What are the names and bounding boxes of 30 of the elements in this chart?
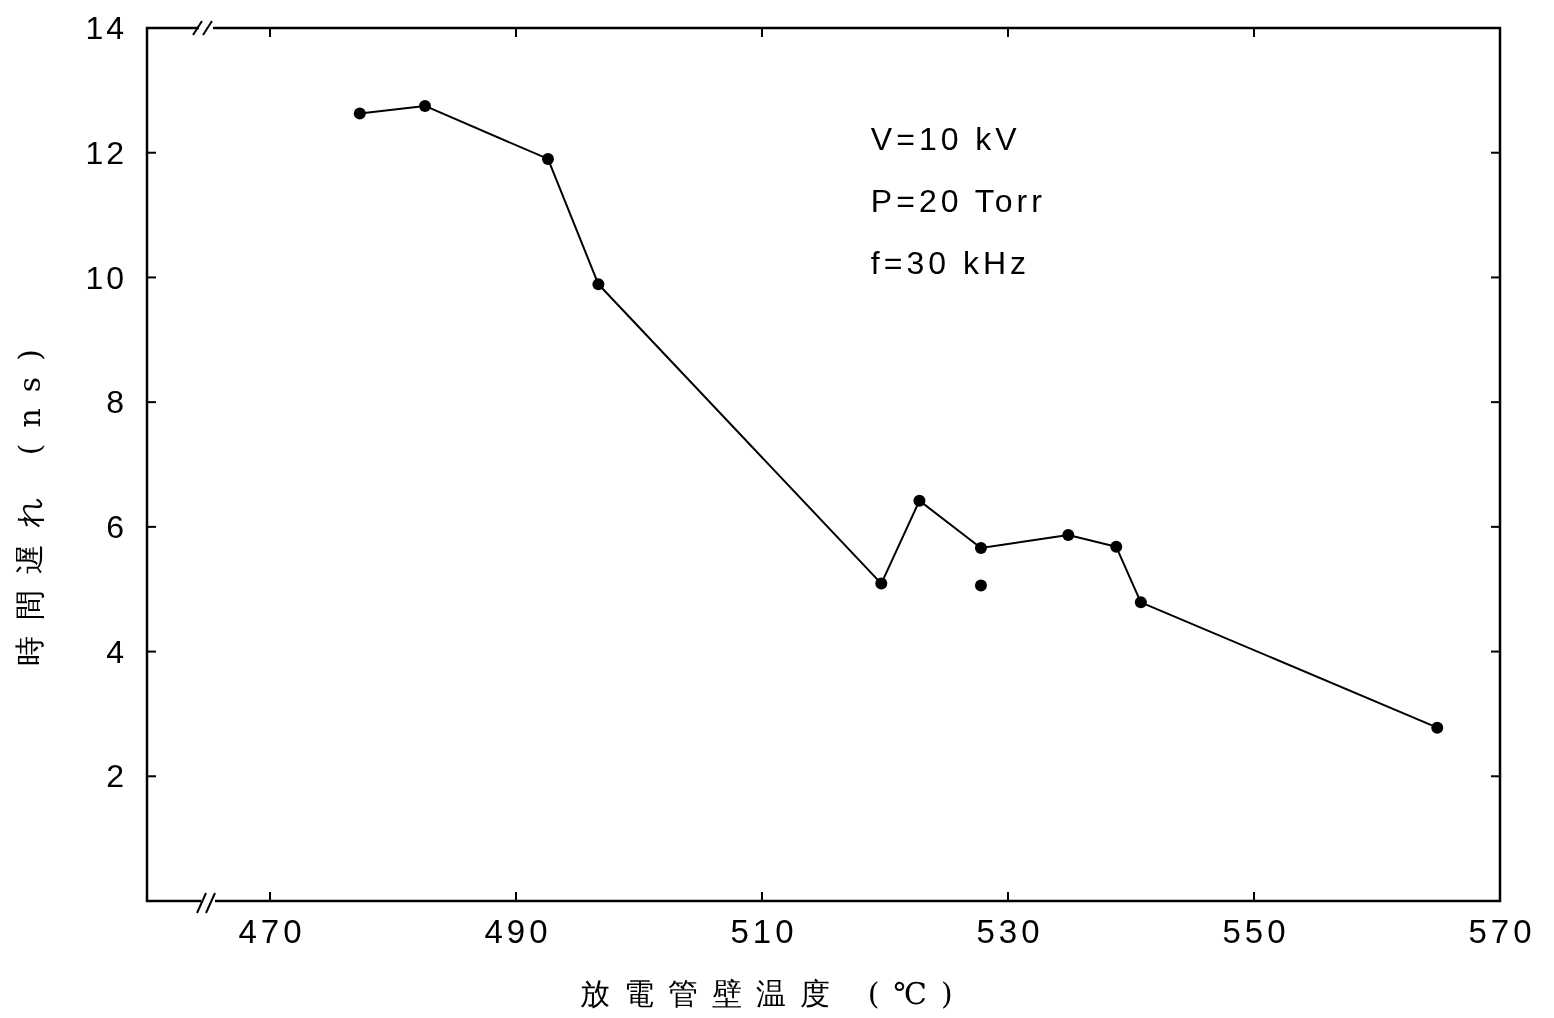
y-tick-label: 14 xyxy=(85,10,127,47)
point xyxy=(1110,540,1123,553)
point xyxy=(1134,596,1147,609)
annotation: f=30 kHz xyxy=(870,245,1031,281)
x-tick-label: 530 xyxy=(976,913,1044,950)
point xyxy=(1431,721,1444,734)
x-axis-title: 放電管壁温度 (℃) xyxy=(580,976,967,1011)
y-tick-label: 10 xyxy=(85,259,127,296)
y-axis-title: 時間遅れ (ns) xyxy=(12,333,47,666)
point xyxy=(541,152,554,165)
point xyxy=(875,577,888,590)
y-tick-label: 2 xyxy=(106,758,127,795)
x-tick-label: 550 xyxy=(1222,913,1290,950)
point xyxy=(353,107,366,120)
point xyxy=(913,494,926,507)
y-tick-label: 12 xyxy=(85,134,127,171)
x-tick-label: 470 xyxy=(238,913,306,950)
y-tick-label: 8 xyxy=(106,384,127,421)
y-tick-label: 6 xyxy=(106,509,127,546)
x-tick-label: 510 xyxy=(730,913,798,950)
y-tick-label: 4 xyxy=(106,633,127,670)
x-tick-label: 490 xyxy=(484,913,552,950)
annotation: P=20 Torr xyxy=(870,183,1046,219)
x-tick-label: 570 xyxy=(1468,913,1536,950)
annotation: V=10 kV xyxy=(870,121,1021,157)
point xyxy=(418,99,431,112)
point xyxy=(592,278,605,291)
point xyxy=(1062,528,1075,541)
point xyxy=(974,542,987,555)
point xyxy=(974,579,987,592)
